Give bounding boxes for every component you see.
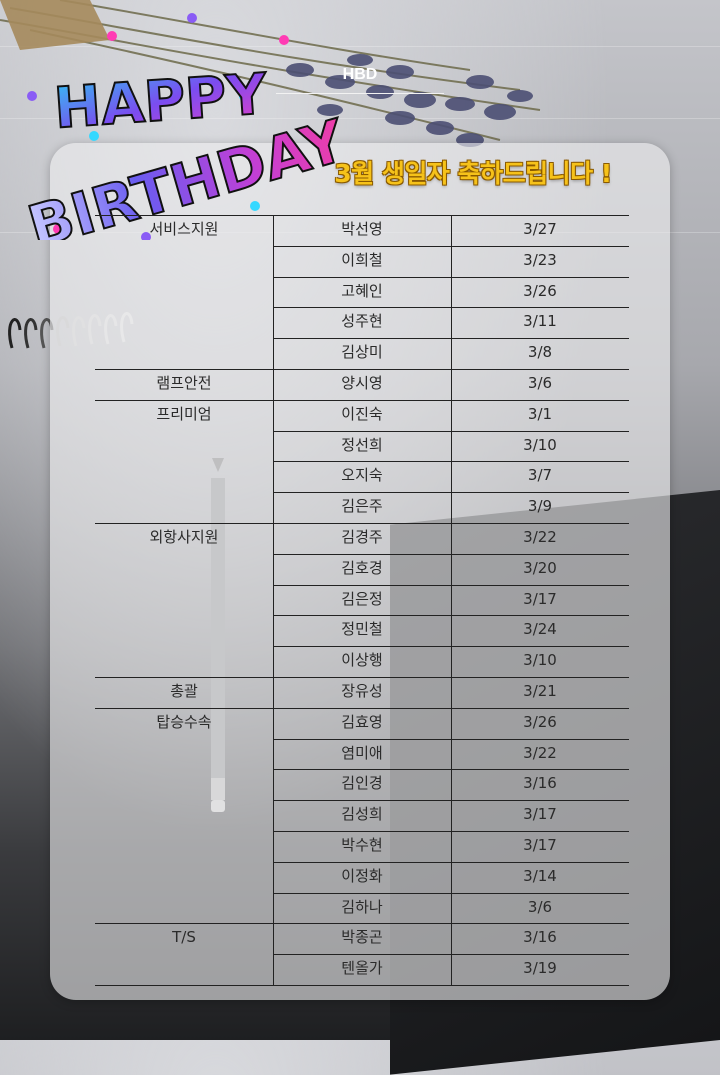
row-divider (273, 338, 629, 340)
date-cell: 3/17 (523, 589, 557, 608)
date-cell: 3/17 (523, 805, 557, 824)
column-divider (273, 215, 274, 985)
date-cell: 3/1 (527, 404, 553, 423)
department-cell: 외항사지원 (149, 528, 219, 546)
row-divider (273, 245, 629, 247)
date-cell: 3/11 (523, 312, 557, 331)
date-cell: 3/9 (527, 497, 553, 516)
headline: 3월 생일자 축하드립니다 ! (334, 159, 612, 188)
name-cell: 김인경 (341, 774, 383, 793)
date-cell: 3/26 (523, 281, 557, 300)
name-cell: 김호경 (341, 558, 383, 577)
row-divider (273, 892, 629, 894)
wood-plank-line (0, 46, 720, 47)
name-cell: 박종곤 (341, 928, 383, 947)
row-divider (273, 646, 629, 648)
name-cell: 텐올가 (341, 959, 383, 978)
row-divider (273, 430, 629, 432)
group-divider (95, 677, 629, 678)
page-title: HBD (342, 66, 378, 83)
row-divider (273, 954, 629, 956)
name-cell: 장유성 (341, 682, 383, 700)
department-cell: 프리미엄 (156, 404, 212, 423)
name-cell: 이희철 (341, 250, 383, 269)
date-cell: 3/24 (523, 620, 557, 639)
name-cell: 박수현 (341, 836, 383, 854)
department-cell: 탑승수속 (156, 712, 212, 731)
date-cell: 3/19 (523, 959, 557, 978)
name-cell: 김은주 (341, 497, 383, 516)
row-divider (273, 831, 629, 832)
name-cell: 김은정 (341, 589, 383, 608)
group-divider (95, 707, 629, 709)
date-cell: 3/27 (523, 220, 557, 238)
date-cell: 3/7 (527, 466, 553, 485)
date-cell: 3/6 (527, 374, 553, 392)
column-divider (451, 215, 452, 985)
name-cell: 김경주 (341, 528, 383, 546)
row-divider (273, 769, 629, 771)
name-cell: 정민철 (341, 620, 383, 639)
row-divider (273, 738, 629, 740)
row-divider (273, 276, 629, 278)
date-cell: 3/16 (523, 928, 557, 947)
date-cell: 3/23 (523, 250, 557, 269)
title-underline (276, 93, 444, 94)
group-divider (95, 923, 629, 925)
name-cell: 오지숙 (341, 466, 383, 485)
wood-plank-line (0, 118, 720, 119)
group-divider (95, 399, 629, 401)
date-cell: 3/20 (523, 558, 557, 577)
date-cell: 3/10 (523, 435, 557, 454)
name-cell: 박선영 (341, 220, 383, 238)
date-cell: 3/16 (523, 774, 557, 793)
row-divider (273, 307, 629, 309)
row-divider (273, 492, 629, 494)
date-cell: 3/22 (523, 743, 557, 762)
department-cell: 서비스지원 (149, 220, 219, 238)
lavender-bouquet-icon (0, 0, 541, 147)
group-divider (95, 985, 629, 986)
row-divider (273, 861, 629, 863)
date-cell: 3/10 (523, 651, 557, 670)
row-divider (273, 461, 629, 463)
date-cell: 3/22 (523, 528, 557, 546)
name-cell: 양시영 (341, 374, 383, 392)
row-divider (273, 584, 629, 586)
date-cell: 3/8 (527, 343, 553, 362)
name-cell: 성주현 (341, 312, 383, 331)
name-cell: 염미애 (341, 743, 383, 762)
date-cell: 3/6 (527, 897, 553, 916)
name-cell: 고혜인 (341, 281, 383, 300)
row-divider (273, 615, 629, 617)
name-cell: 이상행 (341, 651, 383, 670)
date-cell: 3/21 (523, 682, 557, 700)
happy-birthday-logo: HAPPY BIRTHDAY (20, 13, 344, 240)
date-cell: 3/26 (523, 712, 557, 731)
date-cell: 3/14 (523, 866, 557, 885)
date-cell: 3/17 (523, 836, 557, 854)
birthday-table: 서비스지원 박선영 3/27 이희철 3/23 고혜인 3/26 성주현 3/11 김상미 3/8 램… (95, 215, 629, 986)
birthday-card (50, 143, 670, 1000)
name-cell: 김효영 (341, 712, 383, 731)
department-cell: 총괄 (170, 682, 198, 700)
row-divider (95, 215, 629, 216)
name-cell: 정선희 (341, 435, 383, 454)
name-cell: 김하나 (341, 897, 383, 916)
group-divider (95, 369, 629, 370)
group-divider (95, 523, 629, 524)
name-cell: 김성희 (341, 805, 383, 824)
department-cell: T/S (172, 928, 196, 947)
name-cell: 김상미 (341, 343, 383, 362)
logo-text-happy: HAPPY (52, 62, 270, 142)
name-cell: 이진숙 (341, 404, 383, 423)
row-divider (273, 800, 629, 802)
row-divider (273, 553, 629, 555)
department-cell: 램프안전 (156, 374, 212, 392)
name-cell: 이정화 (341, 866, 383, 885)
